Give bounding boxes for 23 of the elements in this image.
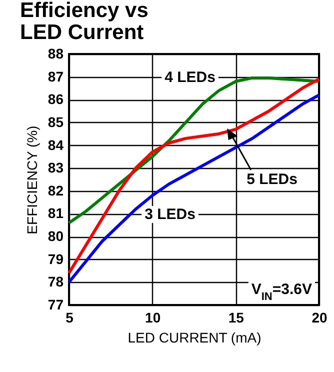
y-tick-label: 85: [48, 114, 64, 130]
y-tick-label: 82: [48, 182, 64, 198]
annotation: 4 LEDs: [164, 69, 216, 86]
y-tick-label: 80: [48, 228, 64, 244]
y-axis-title: EFFICIENCY (%): [24, 126, 40, 234]
y-tick-label: 88: [48, 46, 64, 62]
y-tick-label: 77: [48, 296, 64, 312]
chart-title: Efficiency vs LED Current: [20, 0, 148, 44]
annotation: 5 LEDs: [246, 171, 298, 188]
y-tick-label: 81: [48, 205, 64, 222]
y-tick-label: 79: [48, 250, 64, 267]
y-tick-label: 86: [48, 91, 64, 108]
y-tick-label: 84: [48, 136, 64, 153]
x-tick-label: 20: [312, 310, 328, 326]
x-axis-title: LED CURRENT (mA): [128, 330, 262, 346]
annotation: V$_{IN}$=3.6V: [251, 281, 312, 303]
y-tick-label: 83: [48, 160, 64, 176]
y-tick-label: 78: [48, 274, 64, 290]
annotation: 3 LEDs: [144, 206, 196, 223]
x-tick-label: 15: [228, 310, 244, 326]
y-tick-label: 87: [48, 68, 64, 84]
x-tick-label: 10: [145, 310, 161, 326]
x-tick-label: 5: [66, 310, 74, 326]
